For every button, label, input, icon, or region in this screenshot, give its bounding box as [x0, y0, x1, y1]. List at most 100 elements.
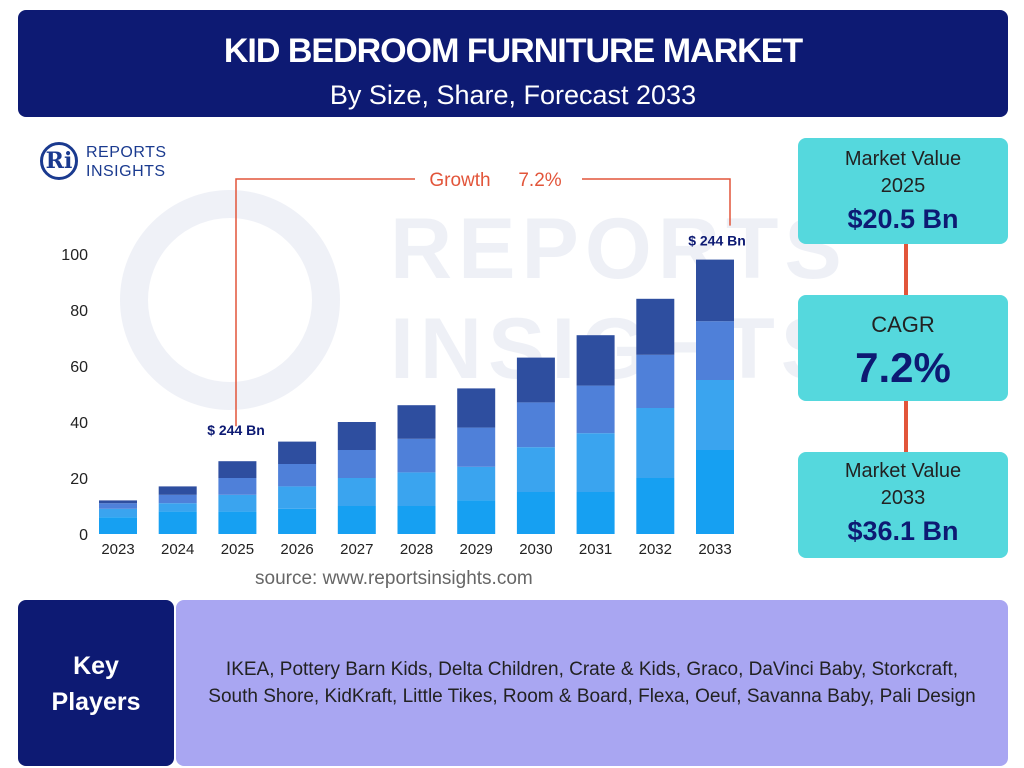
- bar-segment: [218, 478, 257, 495]
- title-banner: KID BEDROOM FURNITURE MARKET By Size, Sh…: [18, 10, 1008, 117]
- card-label: Market Value 2033: [798, 452, 1008, 512]
- bar-segment: [278, 441, 317, 464]
- bar-segment: [99, 517, 137, 534]
- bar-segment: [576, 492, 615, 534]
- source-text: source: www.reportsinsights.com: [255, 568, 533, 589]
- end-value-label: $ 244 Bn: [688, 233, 746, 249]
- bar-segment: [457, 427, 496, 467]
- bar-segment: [696, 380, 734, 450]
- watermark-text-1: REPORTS: [390, 201, 848, 297]
- y-axis: 0 20 40 60 80 100: [61, 247, 88, 544]
- watermark: REPORTS INSIGHTS: [120, 190, 842, 420]
- logo-text-2: INSIGHTS: [86, 163, 166, 180]
- bar-segment: [337, 506, 376, 534]
- bar-segment: [516, 492, 555, 534]
- bars: [99, 259, 734, 534]
- bar-segment: [278, 508, 317, 534]
- market-value-2025-card: Market Value 2025 $20.5 Bn: [798, 138, 1008, 244]
- bar-segment: [99, 500, 137, 504]
- key-players-list: IKEA, Pottery Barn Kids, Delta Children,…: [176, 600, 1008, 766]
- chart-subtitle: By Size, Share, Forecast 2033: [329, 80, 697, 110]
- y-tick-label: 40: [70, 415, 88, 432]
- bar-segment: [696, 259, 734, 322]
- bar-segment: [218, 511, 257, 534]
- connector-line: [904, 244, 908, 295]
- x-tick-label: 2026: [280, 541, 313, 558]
- x-tick-label: 2025: [221, 541, 254, 558]
- y-tick-label: 60: [70, 359, 88, 376]
- x-tick-label: 2032: [639, 541, 672, 558]
- growth-line-right: [582, 178, 731, 226]
- bar-segment: [696, 321, 734, 380]
- key-players-line1: IKEA, Pottery Barn Kids, Delta Children,…: [225, 659, 959, 680]
- key-players-line2: South Shore, KidKraft, Little Tikes, Roo…: [208, 686, 976, 707]
- bar-segment: [516, 447, 555, 492]
- cagr-label: CAGR: [871, 312, 935, 337]
- bar-segment: [218, 461, 257, 478]
- bar-segment: [158, 486, 197, 495]
- y-tick-label: 20: [70, 471, 88, 488]
- y-tick-label: 0: [79, 527, 88, 544]
- growth-value: 7.2%: [518, 170, 561, 191]
- y-tick-label: 100: [61, 247, 88, 264]
- bar-segment: [278, 464, 317, 487]
- bar-segment: [457, 500, 496, 534]
- growth-annotation: Growth 7.2% $ 244 Bn $ 244 Bn: [207, 170, 746, 438]
- start-value-label: $ 244 Bn: [207, 422, 265, 438]
- key-players-label: Key Players: [18, 600, 174, 766]
- bar-segment: [158, 494, 197, 504]
- bar-segment: [516, 402, 555, 448]
- market-value-2025: $20.5 Bn: [847, 204, 959, 234]
- bar-segment: [576, 385, 615, 434]
- bar-segment: [516, 357, 555, 403]
- y-tick-label: 80: [70, 303, 88, 320]
- x-tick-label: 2033: [698, 541, 731, 558]
- bar-segment: [337, 450, 376, 478]
- bar-segment: [576, 335, 615, 386]
- bar-segment: [99, 508, 137, 518]
- bar-segment: [158, 503, 197, 512]
- bar-segment: [636, 478, 675, 534]
- chart-title: KID BEDROOM FURNITURE MARKET: [223, 32, 803, 70]
- market-value-2033: $36.1 Bn: [847, 516, 959, 546]
- bar-segment: [696, 450, 734, 534]
- card-label: Market Value 2025: [798, 138, 1008, 200]
- bar-segment: [218, 494, 257, 512]
- card-label-line2: 2033: [880, 487, 926, 509]
- bar-segment: [636, 298, 675, 355]
- x-tick-label: 2023: [101, 541, 134, 558]
- bar-segment: [158, 511, 197, 534]
- x-tick-label: 2024: [161, 541, 194, 558]
- bar-segment: [337, 478, 376, 506]
- bar-segment: [278, 486, 317, 509]
- x-tick-label: 2027: [340, 541, 373, 558]
- x-tick-label: 2031: [579, 541, 612, 558]
- x-tick-label: 2029: [460, 541, 493, 558]
- connector-line: [904, 401, 908, 452]
- cagr-card: CAGR 7.2%: [798, 295, 1008, 401]
- card-label-line1: Market Value: [844, 460, 962, 482]
- card-label-line1: Market Value: [844, 148, 962, 170]
- x-axis: 2023 2024 2025 2026 2027 2028 2029 2030 2031 2032…: [101, 541, 731, 558]
- growth-line-left: [235, 178, 415, 427]
- bar-segment: [576, 433, 615, 492]
- bar-segment: [636, 408, 675, 478]
- bar-segment: [457, 388, 496, 428]
- bar-segment: [397, 405, 436, 439]
- bar-segment: [337, 422, 376, 450]
- logo-text-1: REPORTS: [86, 144, 167, 161]
- logo-icon: Ri: [40, 142, 78, 180]
- bar-segment: [397, 438, 436, 473]
- market-value-2033-card: Market Value 2033 $36.1 Bn: [798, 452, 1008, 558]
- x-tick-label: 2030: [519, 541, 552, 558]
- bar-segment: [99, 503, 137, 509]
- x-tick-label: 2028: [400, 541, 433, 558]
- growth-label: Growth: [429, 170, 490, 191]
- brand-logo: Ri REPORTS INSIGHTS: [40, 142, 190, 184]
- key-players-label-line1: Key: [73, 652, 119, 680]
- bar-segment: [397, 472, 436, 506]
- key-players-label-line2: Players: [51, 688, 141, 716]
- card-label-line2: 2025: [880, 175, 926, 197]
- bar-segment: [636, 354, 675, 408]
